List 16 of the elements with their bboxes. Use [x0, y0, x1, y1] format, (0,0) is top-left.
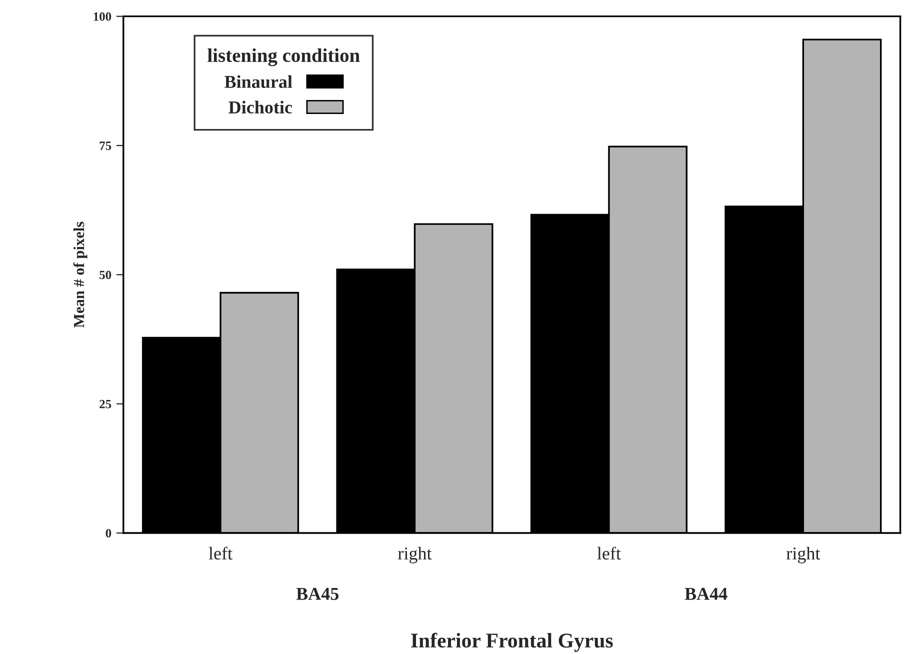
x-axis-title: Inferior Frontal Gyrus [411, 632, 613, 652]
y-tick-label: 100 [94, 12, 112, 21]
x-tick-label: left [208, 546, 232, 560]
y-tick-label: 50 [100, 270, 112, 280]
x-tick-label: right [786, 546, 820, 564]
text: BA44 [684, 588, 728, 600]
y-axis-title: Mean # of pixels [73, 222, 88, 328]
y-tick-label: 75 [100, 142, 112, 150]
y-tick-label: 0 [106, 529, 112, 538]
legend-title: listening condition [208, 48, 360, 66]
legend-label: Binaural [224, 75, 292, 88]
x-tick-label: right [398, 546, 432, 564]
legend-label: Dichotic [228, 100, 292, 114]
x-tick-label: left [597, 546, 621, 560]
text: BA45 [296, 588, 339, 600]
y-tick-label: 25 [100, 400, 112, 408]
